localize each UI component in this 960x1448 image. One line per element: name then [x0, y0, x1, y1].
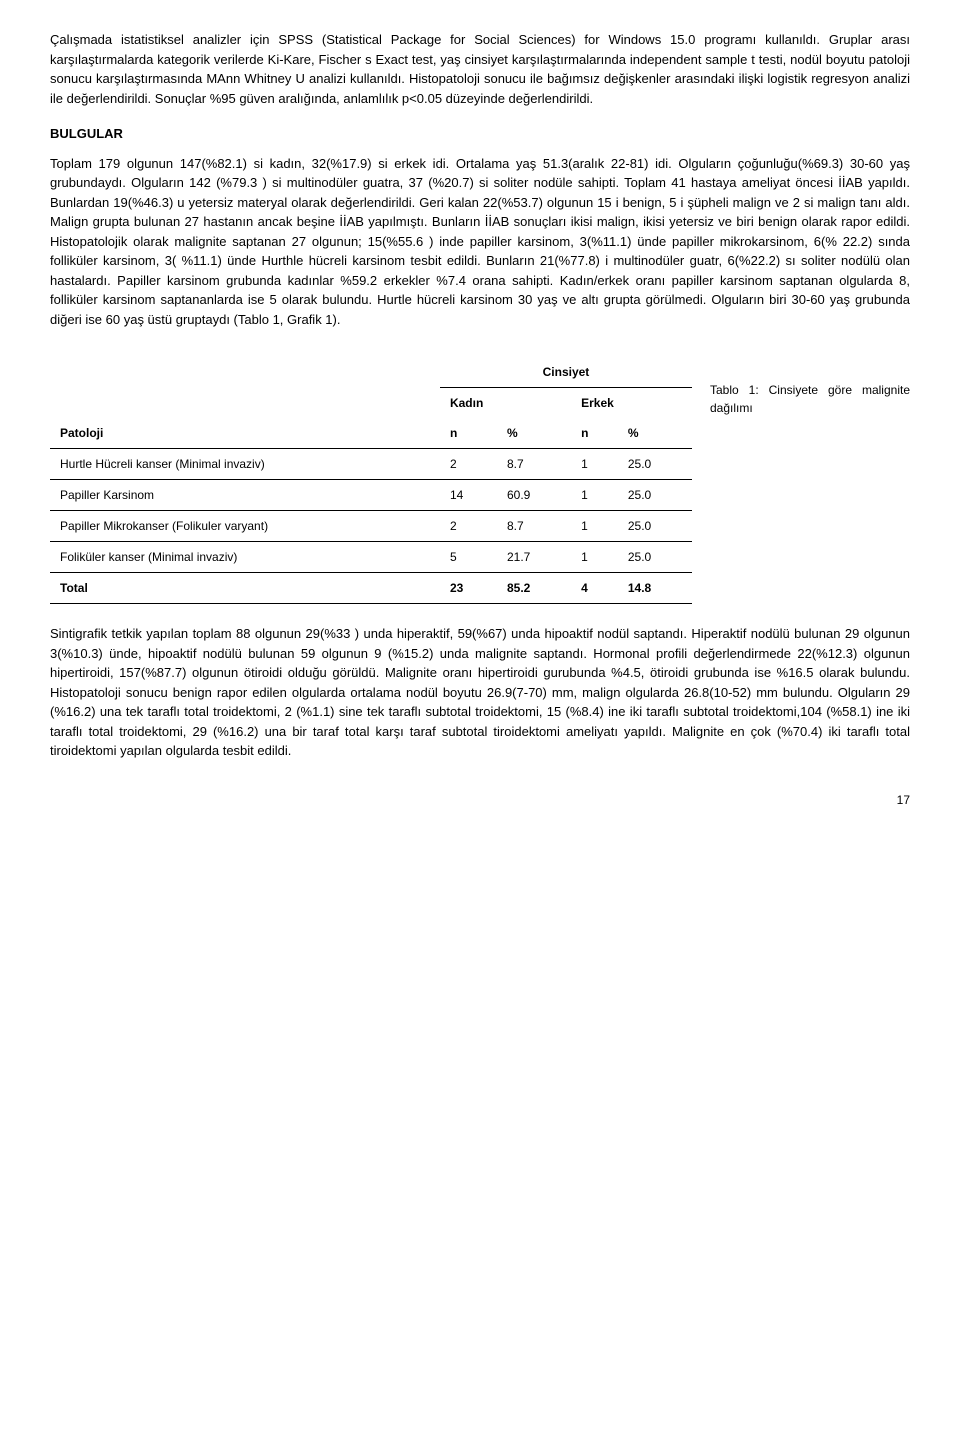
table-caption: Tablo 1: Cinsiyete göre malignite dağılı…	[692, 341, 910, 417]
col-n-male: n	[571, 418, 618, 449]
table-group-female: Kadın	[440, 388, 571, 419]
results-heading: BULGULAR	[50, 124, 910, 144]
results-paragraph-1: Toplam 179 olgunun 147(%82.1) si kadın, …	[50, 154, 910, 330]
col-pct-female: %	[497, 418, 571, 449]
table-row: Papiller Mikrokanser (Folikuler varyant)…	[50, 511, 692, 542]
table-group-male: Erkek	[571, 388, 692, 419]
table-total-row: Total 23 85.2 4 14.8	[50, 573, 692, 604]
gender-malignancy-table: Cinsiyet Kadın Erkek Patoloji n % n % Hu…	[50, 357, 692, 604]
table-row: Hurtle Hücreli kanser (Minimal invaziv) …	[50, 449, 692, 480]
methods-paragraph: Çalışmada istatistiksel analizler için S…	[50, 30, 910, 108]
col-patoloji: Patoloji	[50, 418, 440, 449]
col-pct-male: %	[618, 418, 692, 449]
table-super-header: Cinsiyet	[440, 357, 692, 388]
col-n-female: n	[440, 418, 497, 449]
table-row: Foliküler kanser (Minimal invaziv) 5 21.…	[50, 542, 692, 573]
page-number: 17	[50, 791, 910, 809]
results-paragraph-2: Sintigrafik tetkik yapılan toplam 88 olg…	[50, 624, 910, 761]
table-row: Papiller Karsinom 14 60.9 1 25.0	[50, 480, 692, 511]
